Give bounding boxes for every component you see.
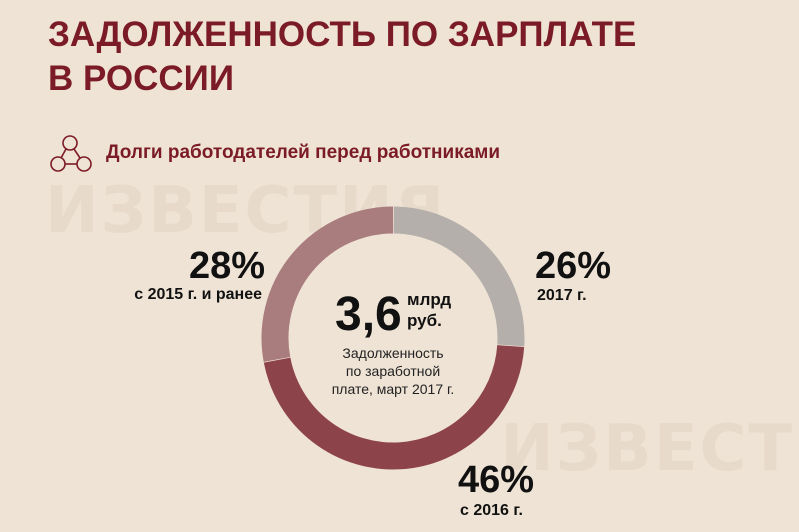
- center-caption: Задолженность: [342, 345, 443, 361]
- center-caption: плате, март 2017 г.: [332, 381, 455, 397]
- title-line: В РОССИИ: [48, 59, 234, 98]
- donut-segment: [261, 206, 394, 362]
- subtitle: Долги работодателей перед работниками: [106, 142, 500, 163]
- center-caption: по заработной: [346, 363, 440, 379]
- category-label: с 2016 г.: [460, 502, 523, 519]
- donut-segment: [393, 206, 525, 347]
- category-label: с 2015 г. и ранее: [134, 286, 262, 303]
- center-value: 3,6: [335, 288, 402, 341]
- value-label: 28%: [189, 245, 265, 287]
- center-unit: млрд: [407, 290, 451, 309]
- value-label: 26%: [535, 245, 611, 287]
- center-unit: руб.: [407, 311, 442, 330]
- donut-segment: [263, 344, 525, 470]
- watermark: ИЗВЕСТИЯ: [500, 412, 799, 486]
- value-label: 46%: [458, 459, 534, 501]
- people-icon: [50, 135, 92, 172]
- title-line: ЗАДОЛЖЕННОСТЬ ПО ЗАРПЛАТЕ: [48, 15, 636, 54]
- category-label: 2017 г.: [537, 287, 587, 304]
